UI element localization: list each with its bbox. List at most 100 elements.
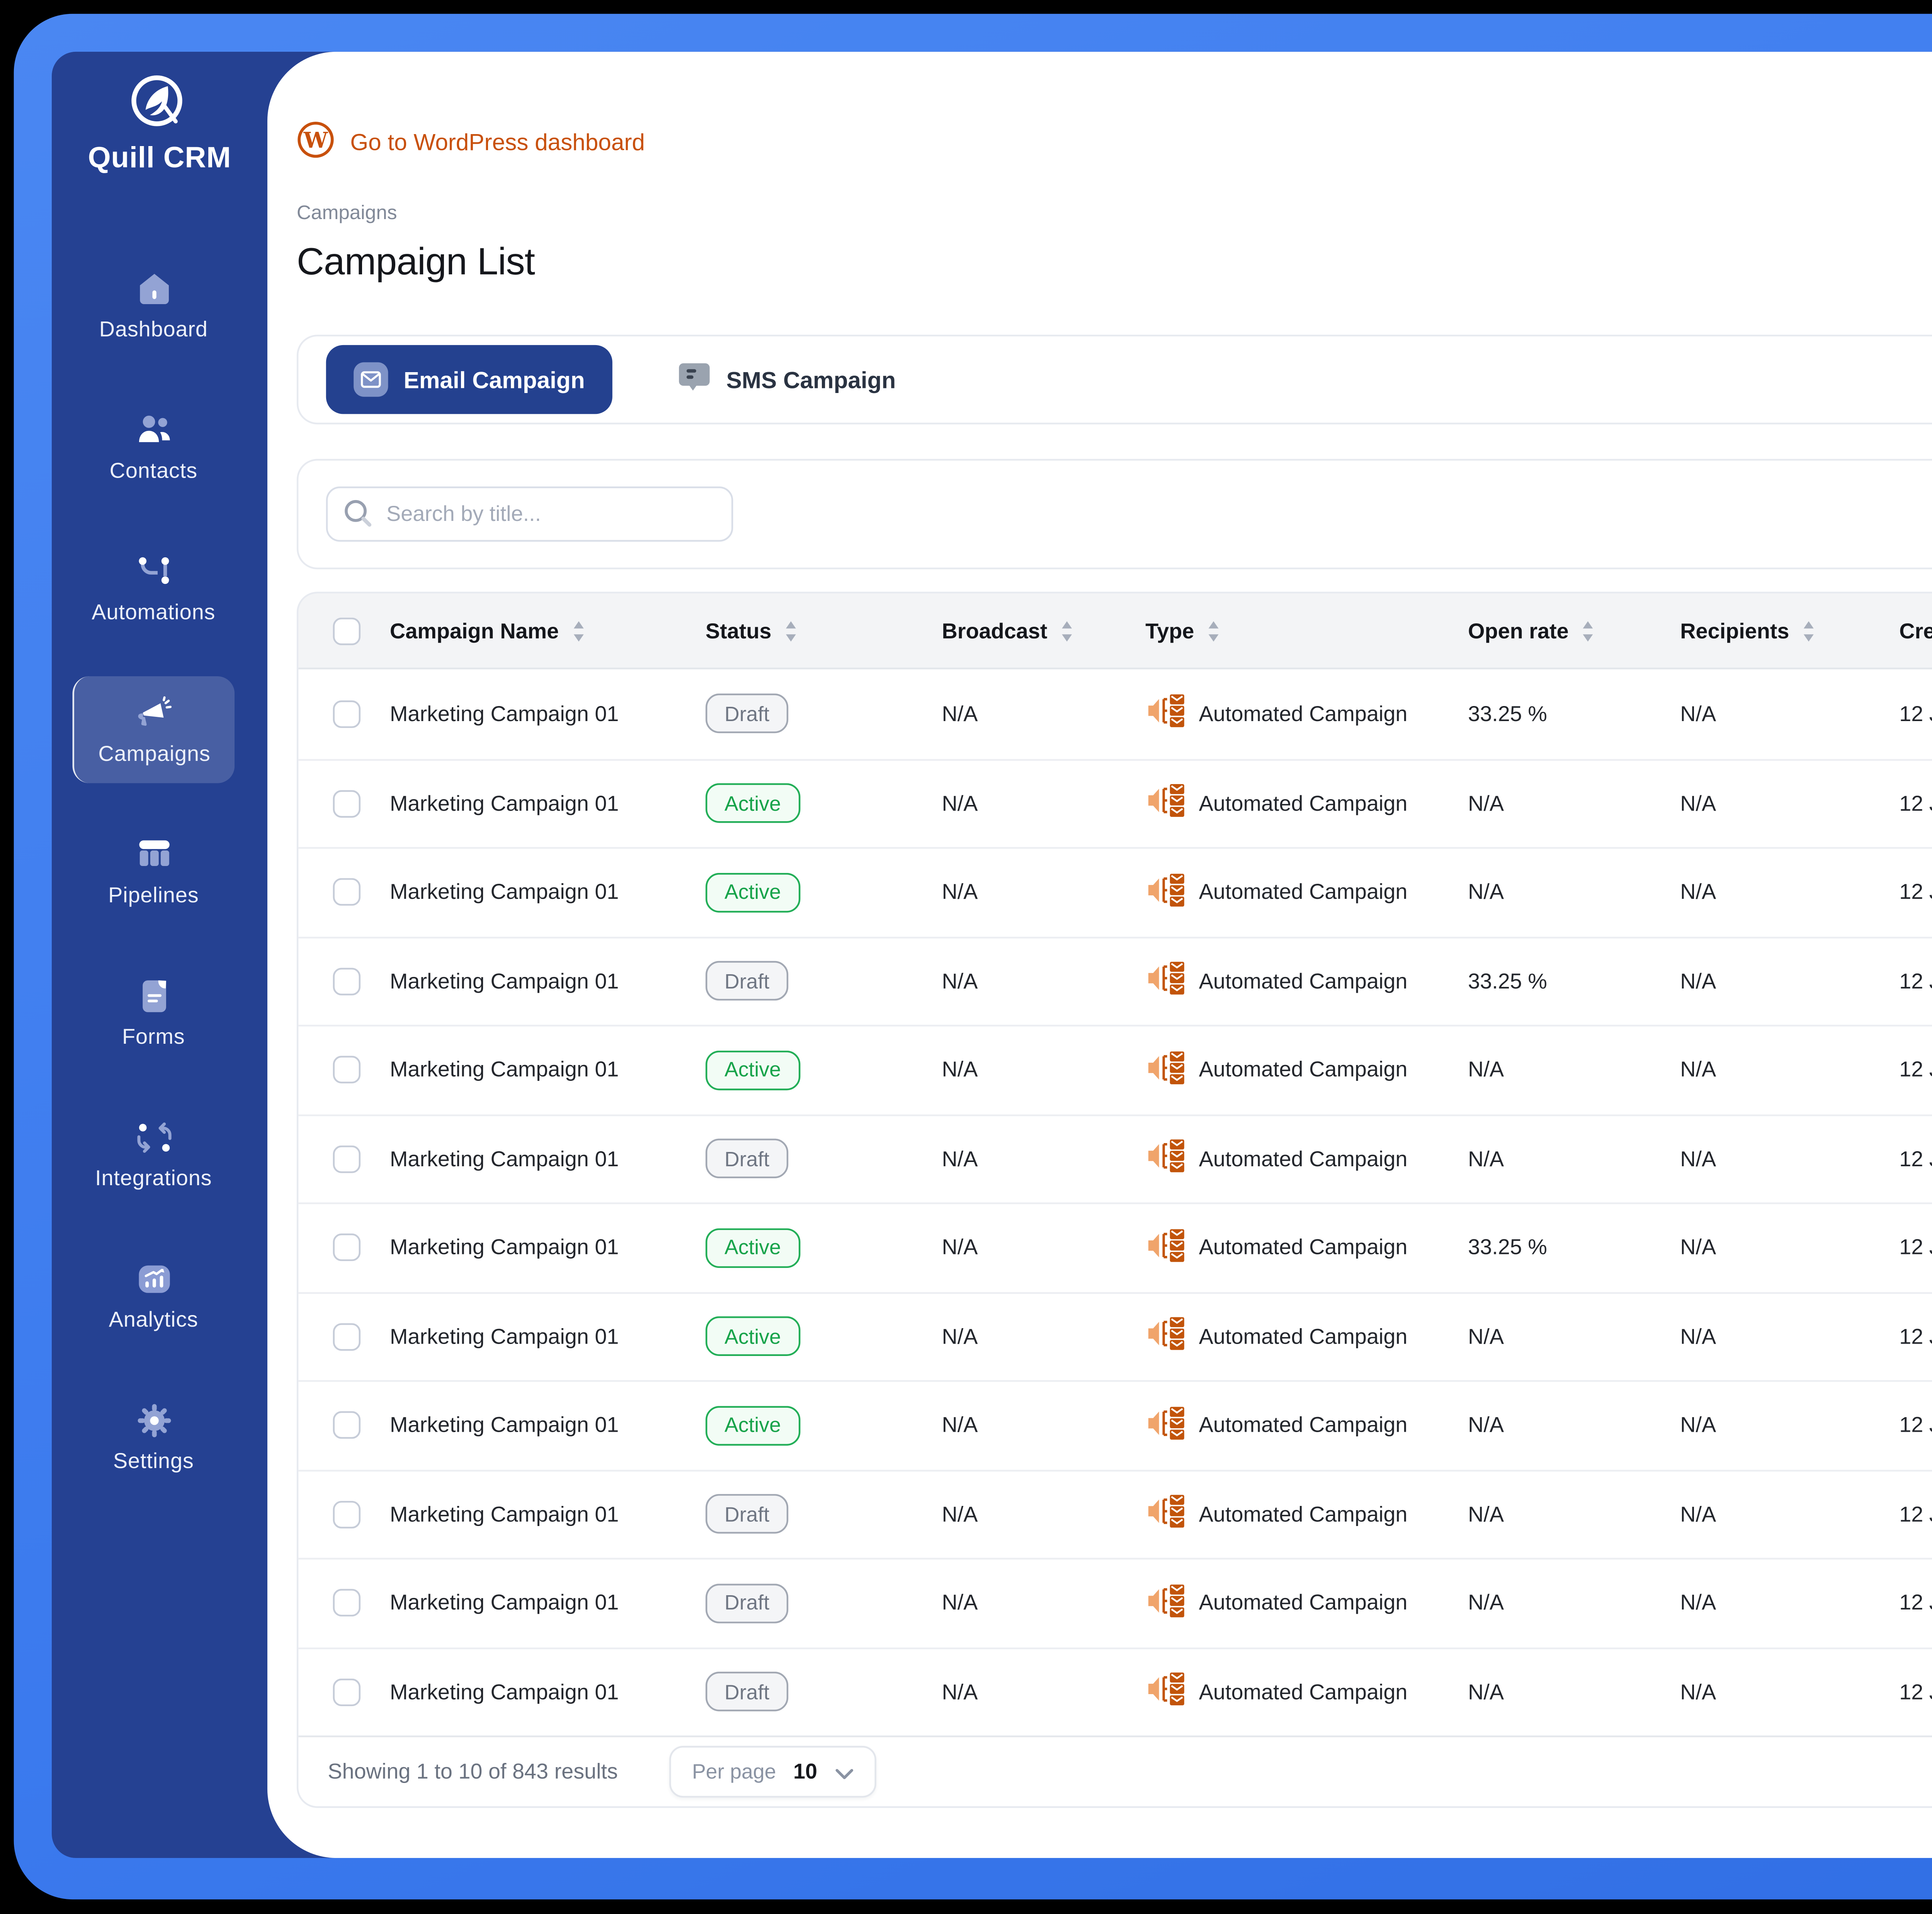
open-rate-cell: 33.25 % <box>1468 969 1547 994</box>
topbar: W Go to WordPress dashboard Upgrade Pro … <box>297 107 1932 178</box>
automated-campaign-icon <box>1145 784 1185 823</box>
created-at-cell: 12 Jan, 2025 - 12:25 am <box>1899 1591 1932 1615</box>
broadcast-cell: N/A <box>942 1502 978 1526</box>
tab-email-campaign[interactable]: Email Campaign <box>326 345 612 414</box>
row-checkbox-cell <box>298 1234 367 1262</box>
row-checkbox-cell <box>298 1145 367 1173</box>
select-all-checkbox[interactable] <box>333 616 361 645</box>
row-checkbox[interactable] <box>333 1323 361 1351</box>
campaign-name: Marketing Campaign 01 <box>389 1324 619 1349</box>
broadcast-cell: N/A <box>942 1147 978 1171</box>
campaign-type-tabs: Email Campaign SMS Campaign <box>296 335 1932 425</box>
sidebar-nav: Dashboard Contacts Automations Campaigns Pip… <box>52 252 267 1525</box>
sidebar-item-settings[interactable]: Settings <box>73 1383 235 1490</box>
status-cell: Draft <box>683 1583 920 1623</box>
sidebar-item-campaigns[interactable]: Campaigns <box>72 676 235 783</box>
created-at-cell: 12 Jan, 2025 - 12:25 am <box>1899 969 1932 994</box>
sidebar-item-dashboard[interactable]: Dashboard <box>73 252 235 359</box>
type-cell: Automated Campaign <box>1123 784 1446 823</box>
row-checkbox-cell <box>298 1056 367 1084</box>
campaign-name: Marketing Campaign 01 <box>389 1413 619 1438</box>
broadcast-cell: N/A <box>942 701 978 726</box>
tab-sms-campaign[interactable]: SMS Campaign <box>668 359 906 400</box>
row-checkbox-cell <box>298 1500 367 1528</box>
automated-campaign-icon <box>1145 1139 1185 1179</box>
status-cell: Active <box>683 872 920 913</box>
status-badge: Draft <box>705 1672 789 1712</box>
recipients-cell: N/A <box>1680 1235 1716 1260</box>
recipients-cell: N/A <box>1680 1413 1716 1438</box>
campaign-name: Marketing Campaign 01 <box>389 880 619 905</box>
row-checkbox-cell <box>298 1678 367 1706</box>
type-cell: Automated Campaign <box>1123 1050 1446 1090</box>
row-checkbox[interactable] <box>333 1589 361 1617</box>
column-header-type[interactable]: Type <box>1123 618 1446 643</box>
recipients-cell: N/A <box>1680 1058 1716 1082</box>
automated-campaign-icon <box>1145 1228 1185 1267</box>
table-row: Marketing Campaign 01 Draft N/A Automated C… <box>298 669 1932 758</box>
recipients-cell: N/A <box>1680 791 1716 816</box>
pipelines-icon <box>134 835 173 875</box>
tab-email-label: Email Campaign <box>403 366 585 393</box>
open-rate-cell: N/A <box>1468 1058 1504 1082</box>
sidebar-item-analytics[interactable]: Analytics <box>73 1242 235 1349</box>
status-cell: Draft <box>683 693 920 734</box>
type-cell: Automated Campaign <box>1123 1405 1446 1445</box>
chevron-down-icon <box>835 1759 854 1785</box>
created-at-cell: 12 Jan, 2025 - 12:25 am <box>1899 701 1932 726</box>
column-header-campaign-name[interactable]: Campaign Name <box>367 618 683 643</box>
table-row: Marketing Campaign 01 Draft N/A Automated C… <box>298 936 1932 1025</box>
forms-icon <box>134 977 173 1016</box>
column-header-status[interactable]: Status <box>683 618 920 643</box>
per-page-select[interactable]: Per page 10 <box>669 1746 876 1798</box>
table-footer: Showing 1 to 10 of 843 results Per page … <box>298 1735 1932 1806</box>
status-badge: Active <box>705 1405 800 1446</box>
sidebar-item-automations[interactable]: Automations <box>73 535 235 642</box>
results-summary: Showing 1 to 10 of 843 results <box>328 1759 618 1784</box>
main-panel: W Go to WordPress dashboard Upgrade Pro … <box>267 51 1932 1859</box>
sidebar-item-contacts[interactable]: Contacts <box>73 393 235 500</box>
status-cell: Draft <box>683 1672 920 1712</box>
column-header-broadcast[interactable]: Broadcast <box>919 618 1123 643</box>
table-row: Marketing Campaign 01 Active N/A Automated … <box>298 1202 1932 1291</box>
per-page-label: Per page <box>692 1759 776 1784</box>
automated-campaign-icon <box>1145 1317 1185 1356</box>
recipients-cell: N/A <box>1680 969 1716 994</box>
column-header-recipients[interactable]: Recipients <box>1658 618 1877 643</box>
recipients-cell: N/A <box>1680 701 1716 726</box>
sidebar-item-integrations[interactable]: Integrations <box>73 1101 235 1208</box>
row-checkbox-cell <box>298 1411 367 1439</box>
sidebar-item-label: Automations <box>92 600 216 625</box>
row-checkbox[interactable] <box>333 967 361 995</box>
created-at-cell: 12 Jan, 2025 - 12:25 am <box>1899 1413 1932 1438</box>
sidebar-item-forms[interactable]: Forms <box>73 959 235 1066</box>
table-header: Campaign Name Status Broadcast Type Open rat… <box>298 593 1932 670</box>
tab-sms-label: SMS Campaign <box>726 366 896 393</box>
row-checkbox[interactable] <box>333 789 361 817</box>
broadcast-cell: N/A <box>942 1591 978 1615</box>
type-cell: Automated Campaign <box>1123 1228 1446 1267</box>
broadcast-cell: N/A <box>942 791 978 816</box>
row-checkbox[interactable] <box>333 878 361 906</box>
row-checkbox[interactable] <box>333 1500 361 1528</box>
row-checkbox[interactable] <box>333 1678 361 1706</box>
broadcast-cell: N/A <box>942 969 978 994</box>
column-header-created-at[interactable]: Created At <box>1899 618 1932 643</box>
status-badge: Active <box>705 872 800 913</box>
column-header-open-rate[interactable]: Open rate <box>1446 618 1658 643</box>
row-checkbox[interactable] <box>333 1234 361 1262</box>
sidebar-item-label: Dashboard <box>99 317 208 342</box>
row-checkbox[interactable] <box>333 700 361 728</box>
search-icon <box>343 498 372 536</box>
table-row: Marketing Campaign 01 Draft N/A Automated C… <box>298 1647 1932 1735</box>
row-checkbox[interactable] <box>333 1145 361 1173</box>
table-row: Marketing Campaign 01 Active N/A Automated … <box>298 847 1932 936</box>
row-checkbox[interactable] <box>333 1056 361 1084</box>
search-input[interactable] <box>326 486 733 542</box>
wordpress-dashboard-link[interactable]: W Go to WordPress dashboard <box>297 121 645 164</box>
search-box <box>326 486 733 542</box>
row-checkbox[interactable] <box>333 1411 361 1439</box>
page-title: Campaign List <box>296 240 535 283</box>
sidebar-item-pipelines[interactable]: Pipelines <box>73 818 235 925</box>
